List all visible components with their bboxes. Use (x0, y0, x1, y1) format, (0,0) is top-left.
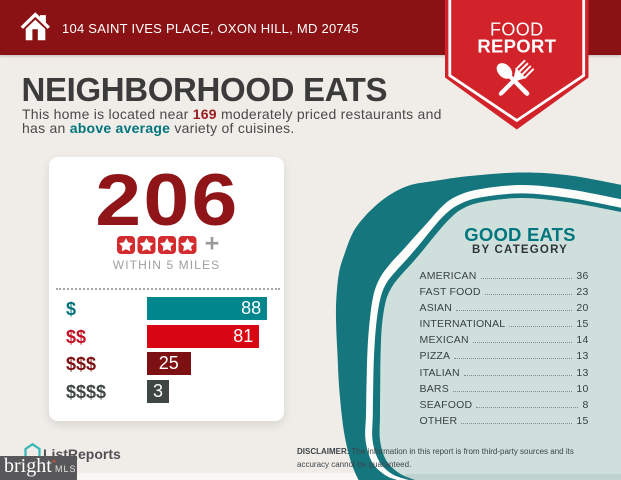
svg-text:FOOD: FOOD (490, 20, 544, 40)
svg-text:REPORT: REPORT (477, 36, 556, 57)
